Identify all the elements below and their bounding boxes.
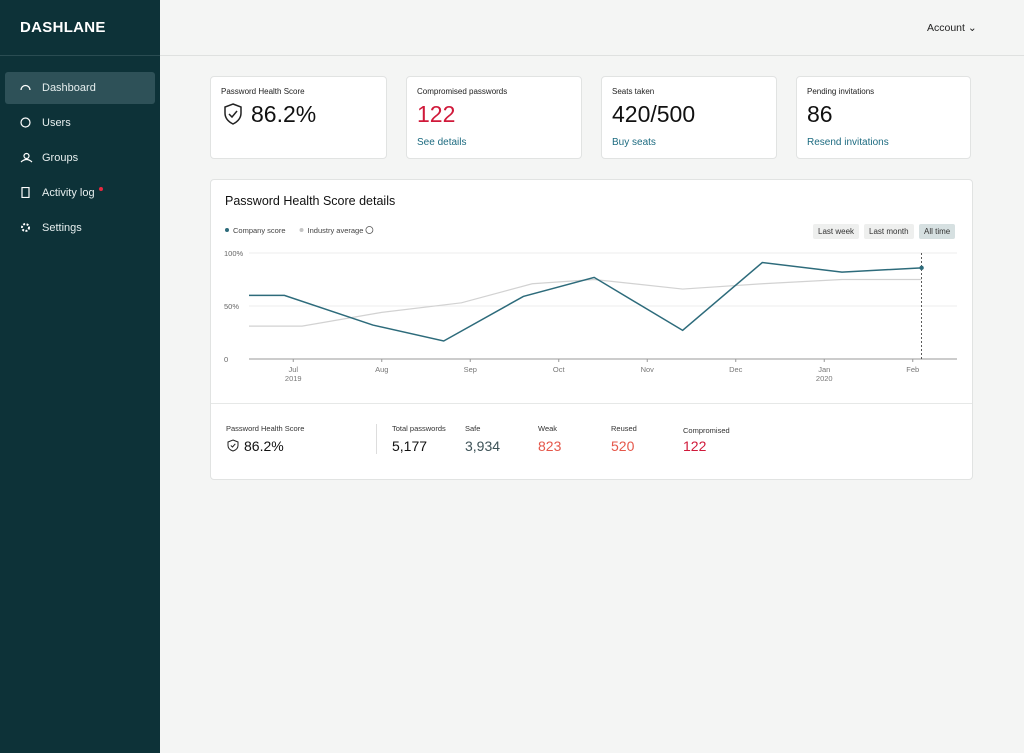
nav-label: Settings [42, 222, 82, 234]
range-button[interactable]: Last week [813, 224, 860, 239]
stat-label: Safe [465, 424, 481, 433]
panel-title: Password Health Score details [225, 194, 396, 208]
card: Pending invitations 86 Resend invitation… [796, 76, 971, 159]
stat-value: 5,177 [392, 438, 428, 454]
x-tick-label: Sep [464, 365, 477, 374]
card-link[interactable]: Resend invitations [807, 137, 889, 148]
range-button[interactable]: All time [919, 224, 956, 239]
icon [20, 152, 33, 163]
summary-value: 86.2% [244, 438, 284, 454]
icon [21, 187, 30, 198]
info-icon [365, 226, 374, 234]
legend-label: Company score [233, 226, 286, 235]
nav-item[interactable]: Groups [5, 142, 155, 174]
legend-marker [299, 228, 304, 232]
card-value: 122 [417, 101, 456, 127]
divider [0, 55, 160, 56]
series-line [249, 261, 922, 342]
x-year-label: 2020 [816, 374, 833, 383]
card-title: Password Health Score [221, 87, 305, 96]
card-value: 420/500 [612, 101, 696, 127]
legend-label: Industry average [308, 226, 364, 235]
y-tick-label: 50% [224, 302, 239, 311]
nav-item[interactable]: Dashboard [5, 72, 155, 104]
stat-label: Reused [611, 424, 637, 433]
stat-label: Weak [538, 424, 558, 433]
icon [20, 117, 31, 128]
range-button[interactable]: Last month [864, 224, 914, 239]
x-tick-label: Jul [288, 365, 298, 374]
card: Password Health Score 86.2% [210, 76, 387, 159]
stat-value: 3,934 [465, 438, 501, 454]
stat-value: 122 [683, 438, 707, 454]
icon [20, 84, 31, 91]
card-title: Compromised passwords [417, 87, 508, 96]
card-title: Seats taken [612, 87, 655, 96]
nav-label: Groups [42, 152, 79, 164]
shield-icon [227, 439, 239, 452]
card-link[interactable]: See details [417, 137, 467, 148]
stat-value: 823 [538, 438, 562, 454]
y-tick-label: 100% [224, 249, 244, 258]
nav-label: Dashboard [42, 82, 96, 94]
stat-label: Compromised [683, 426, 730, 435]
x-tick-label: Feb [906, 365, 919, 374]
card: Seats taken 420/500 Buy seats [601, 76, 777, 159]
nav-item[interactable]: Users [5, 107, 155, 139]
x-tick-label: Dec [729, 365, 743, 374]
logo[interactable]: DASHLANE [20, 19, 106, 36]
header-divider [160, 55, 1024, 56]
stat-label: Total passwords [392, 424, 446, 433]
badge [99, 187, 103, 191]
card-title: Pending invitations [807, 87, 875, 96]
account-label: Account [927, 22, 965, 34]
card-link[interactable]: Buy seats [612, 137, 656, 148]
divider [211, 403, 972, 404]
card-value: 86.2% [251, 101, 317, 127]
stat-value: 520 [611, 438, 635, 454]
x-year-label: 2019 [285, 374, 302, 383]
y-tick-label: 0 [224, 355, 228, 364]
divider [376, 424, 377, 454]
x-tick-label: Nov [641, 365, 655, 374]
x-tick-label: Oct [553, 365, 566, 374]
account-menu[interactable]: Account ⌄ [927, 22, 977, 34]
point-marker [919, 265, 924, 271]
sidebar: DASHLANE Dashboard Users Groups Activity… [0, 0, 160, 753]
nav-label: Users [42, 117, 71, 129]
card: Compromised passwords 122 See details [406, 76, 582, 159]
chart: 0 50% 100% Jul Aug Sep Oct Nov Dec Jan Feb 2019 2020… [224, 226, 957, 383]
shield-icon [224, 103, 242, 125]
legend-marker [225, 228, 229, 232]
nav-label: Activity log [42, 187, 95, 199]
series-line [249, 278, 922, 327]
nav-item[interactable]: Settings [5, 212, 155, 244]
card-value: 86 [807, 101, 833, 127]
nav-item[interactable]: Activity log [5, 177, 155, 209]
icon [21, 223, 30, 232]
x-tick-label: Aug [375, 365, 388, 374]
summary-label: Password Health Score [226, 424, 305, 433]
x-tick-label: Jan [818, 365, 830, 374]
